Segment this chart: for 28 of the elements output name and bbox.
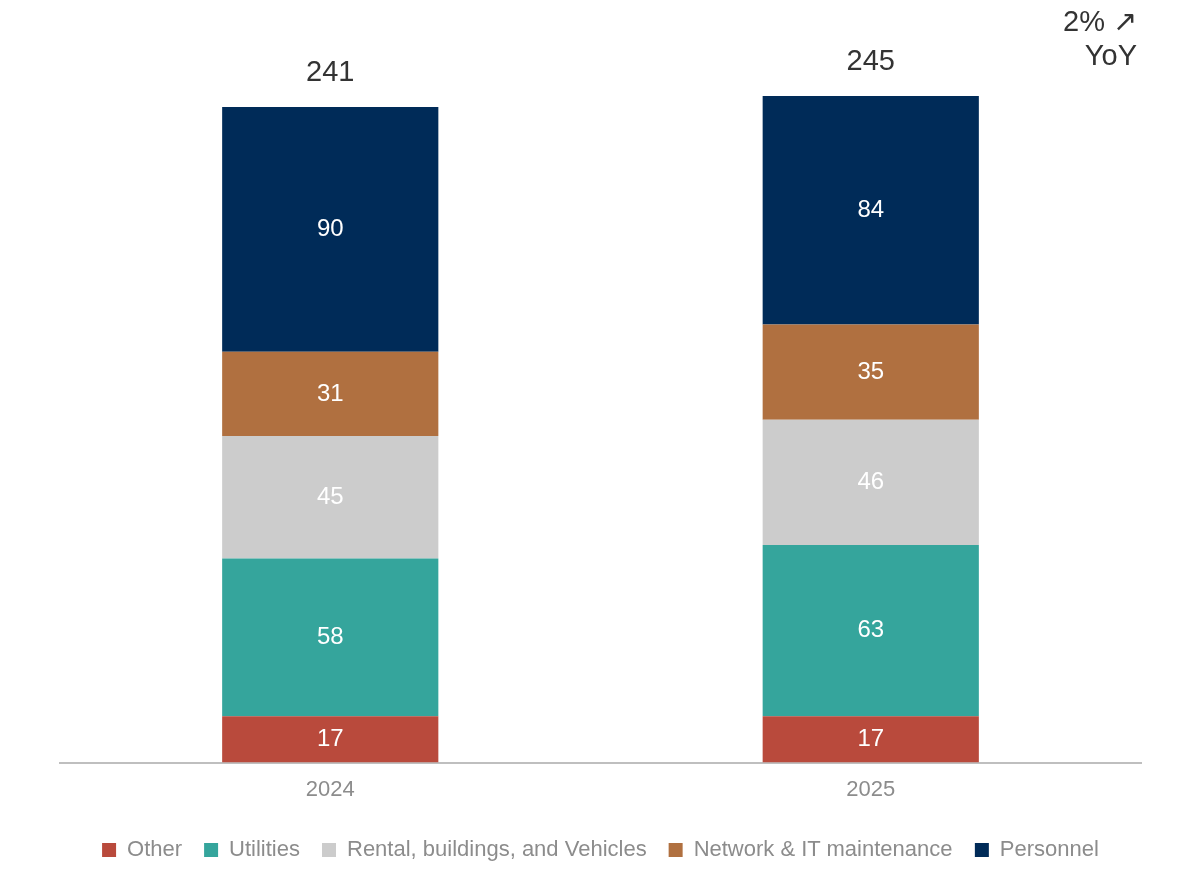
data-label: 35 xyxy=(857,356,885,384)
x-tick-label: 2025 xyxy=(846,775,896,801)
legend-label: Rental, buildings, and Vehicles xyxy=(347,836,647,862)
bar xyxy=(762,324,979,420)
bar xyxy=(222,558,439,717)
data-label: 17 xyxy=(316,724,344,752)
data-label: 90 xyxy=(316,213,344,241)
legend-label: Other xyxy=(127,836,183,862)
total-label: 245 xyxy=(846,44,895,76)
legend-label: Network & IT maintenance xyxy=(693,836,953,862)
data-label: 63 xyxy=(857,615,885,643)
data-label: 17 xyxy=(857,724,885,752)
legend-label: Utilities xyxy=(229,836,300,862)
x-tick-label: 2024 xyxy=(305,775,355,801)
legend-label: Personnel xyxy=(999,836,1099,862)
bar xyxy=(762,716,979,763)
bar xyxy=(222,106,439,352)
bar xyxy=(222,436,439,559)
data-label: 31 xyxy=(316,378,344,406)
data-label: 84 xyxy=(857,194,885,222)
bar xyxy=(762,96,979,325)
total-label: 241 xyxy=(306,54,355,87)
text: 2% ↗ YoY xyxy=(1062,4,1137,72)
bar xyxy=(762,544,979,717)
bar xyxy=(762,419,979,545)
data-label: 58 xyxy=(316,622,344,650)
bar xyxy=(222,716,439,763)
bar xyxy=(222,351,439,437)
